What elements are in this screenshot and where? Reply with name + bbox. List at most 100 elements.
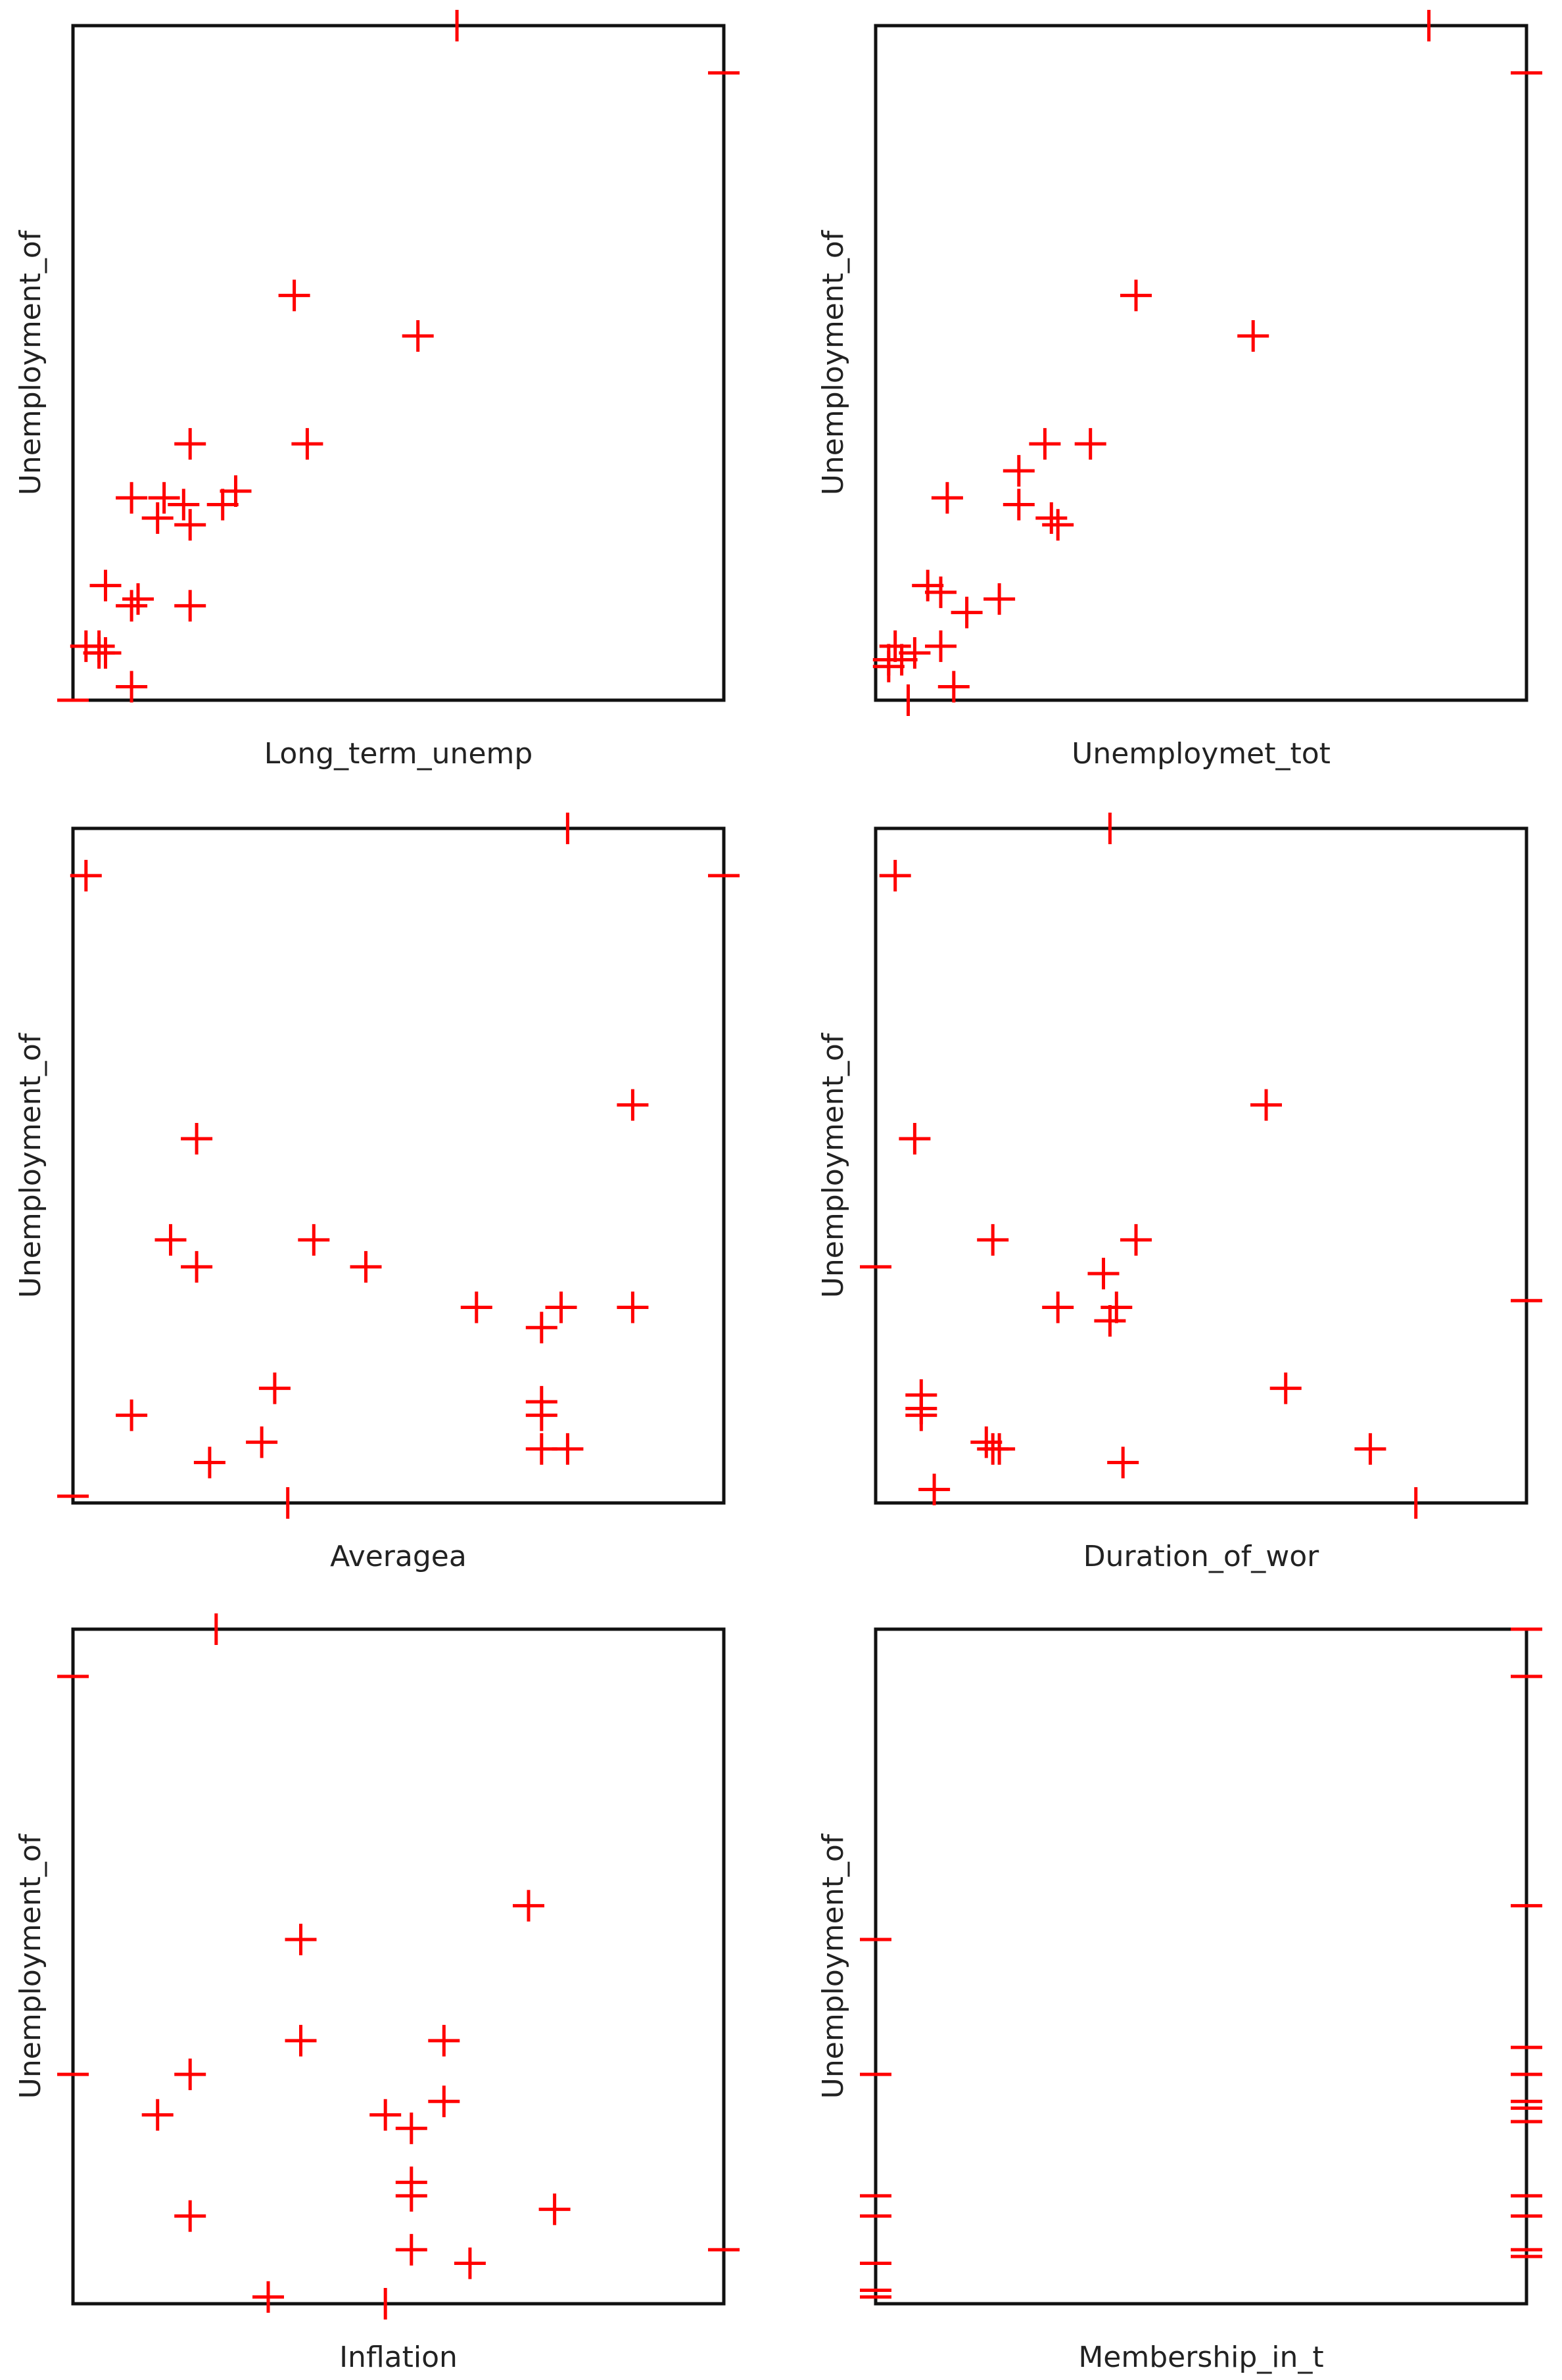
scatter-point bbox=[538, 2193, 571, 2225]
scatter-point bbox=[116, 1399, 148, 1431]
plot-frame bbox=[71, 1627, 726, 2306]
y-axis-title: Unemployment_of bbox=[816, 1032, 850, 1298]
scatter-point bbox=[350, 1250, 382, 1283]
scatter-point bbox=[246, 1426, 278, 1458]
y-axis-title: Unemployment_of bbox=[816, 1833, 850, 2099]
y-axis-title: Unemployment_of bbox=[14, 229, 47, 495]
scatter-point bbox=[428, 2085, 460, 2118]
scatter-point bbox=[1107, 1446, 1139, 1479]
scatter-point bbox=[552, 1433, 584, 1465]
y-axis-title: Unemployment_of bbox=[816, 229, 850, 495]
scatter-point bbox=[70, 859, 102, 892]
plot-frame bbox=[874, 24, 1528, 702]
scatter-point bbox=[1029, 428, 1061, 460]
scatter-point bbox=[402, 320, 434, 352]
scatter-point bbox=[912, 569, 944, 602]
x-axis-title: Long_term_unemp bbox=[264, 737, 533, 771]
scatter-point bbox=[154, 1224, 187, 1256]
scatter-panel-unemploymet-tot: Unemploymet_tot Unemployment_of bbox=[816, 10, 1542, 771]
scatter-point bbox=[1035, 502, 1068, 534]
plot-points bbox=[860, 813, 1542, 1519]
scatter-point bbox=[899, 1122, 931, 1154]
scatter-point bbox=[983, 1433, 1016, 1465]
plot-frame bbox=[874, 1627, 1528, 2306]
scatter-point bbox=[174, 2200, 206, 2232]
scatter-panel-duration-of-wor: Duration_of_wor Unemployment_of bbox=[816, 813, 1542, 1573]
scatter-point bbox=[428, 2024, 460, 2057]
scatter-point bbox=[116, 590, 148, 622]
scatter-point bbox=[905, 1399, 937, 1431]
scatter-point bbox=[970, 1426, 1003, 1458]
scatter-point bbox=[1042, 1291, 1074, 1323]
scatter-point bbox=[122, 583, 154, 615]
scatter-point bbox=[181, 1122, 213, 1154]
scatter-point bbox=[886, 644, 918, 676]
x-axis-title: Unemploymet_tot bbox=[1072, 737, 1331, 771]
scatter-point bbox=[1003, 488, 1035, 521]
scatter-point bbox=[1237, 320, 1269, 352]
scatter-point bbox=[181, 1250, 213, 1283]
scatter-point bbox=[206, 488, 239, 521]
scatter-point bbox=[1354, 1433, 1386, 1465]
scatter-point bbox=[395, 2233, 427, 2266]
plot-points bbox=[860, 1627, 1542, 2299]
scatter-point bbox=[141, 2099, 174, 2131]
scatter-point bbox=[918, 1473, 951, 1506]
plot-points bbox=[57, 813, 740, 1519]
scatter-point bbox=[899, 637, 931, 669]
scatter-point bbox=[1074, 428, 1106, 460]
scatter-point bbox=[89, 637, 122, 669]
scatter-point bbox=[545, 1291, 577, 1323]
plot-frame bbox=[71, 826, 726, 1505]
y-axis-title: Unemployment_of bbox=[14, 1833, 47, 2099]
scatter-point bbox=[116, 482, 148, 514]
scatter-point bbox=[1003, 455, 1035, 487]
scatter-point bbox=[116, 671, 148, 703]
scatter-point bbox=[285, 2024, 317, 2057]
x-axis-title: Inflation bbox=[339, 2341, 458, 2374]
scatter-point bbox=[1042, 509, 1074, 541]
scatter-point bbox=[174, 428, 206, 460]
plot-frame bbox=[874, 826, 1528, 1505]
scatter-point bbox=[951, 596, 983, 629]
scatter-point bbox=[460, 1291, 492, 1323]
scatter-point bbox=[1120, 1224, 1152, 1256]
plot-frame bbox=[71, 24, 726, 702]
scatter-point bbox=[1094, 1304, 1126, 1337]
scatter-point bbox=[220, 475, 252, 507]
scatter-point bbox=[925, 576, 957, 608]
scatter-point bbox=[977, 1224, 1009, 1256]
scatter-point bbox=[395, 2112, 427, 2145]
scatter-panel-membership-in-t: Membership_in_t Unemployment_of bbox=[816, 1627, 1542, 2374]
scatter-point bbox=[617, 1089, 649, 1121]
scatter-point bbox=[141, 502, 174, 534]
scatter-point bbox=[174, 2059, 206, 2091]
scatter-point bbox=[174, 590, 206, 622]
scatter-point bbox=[285, 1923, 317, 1955]
scatter-point bbox=[258, 1372, 291, 1404]
x-axis-title: Averagea bbox=[330, 1540, 467, 1573]
scatter-point bbox=[174, 509, 206, 541]
scatter-panel-long-term-unemp: Long_term_unemp Unemployment_of bbox=[14, 10, 740, 771]
plot-points bbox=[57, 10, 740, 703]
scatter-panel-inflation: Inflation Unemployment_of bbox=[14, 1613, 740, 2374]
scatter-point bbox=[872, 650, 905, 682]
scatter-point bbox=[278, 279, 310, 312]
scatter-point bbox=[525, 1399, 557, 1431]
scatter-point bbox=[148, 482, 180, 514]
scatter-point bbox=[168, 488, 200, 521]
scatter-point bbox=[931, 482, 963, 514]
scatter-point bbox=[1087, 1258, 1120, 1290]
scatter-point bbox=[454, 2247, 486, 2279]
scatter-point bbox=[1250, 1089, 1282, 1121]
scatter-point bbox=[369, 2099, 402, 2131]
x-axis-title: Membership_in_t bbox=[1078, 2341, 1323, 2374]
plot-points bbox=[872, 10, 1542, 716]
scatter-point bbox=[1120, 279, 1152, 312]
scatter-point bbox=[291, 428, 323, 460]
scatter-point bbox=[525, 1312, 557, 1344]
scatter-point bbox=[617, 1291, 649, 1323]
scatter-point bbox=[1100, 1291, 1133, 1323]
plot-points bbox=[57, 1613, 740, 2320]
